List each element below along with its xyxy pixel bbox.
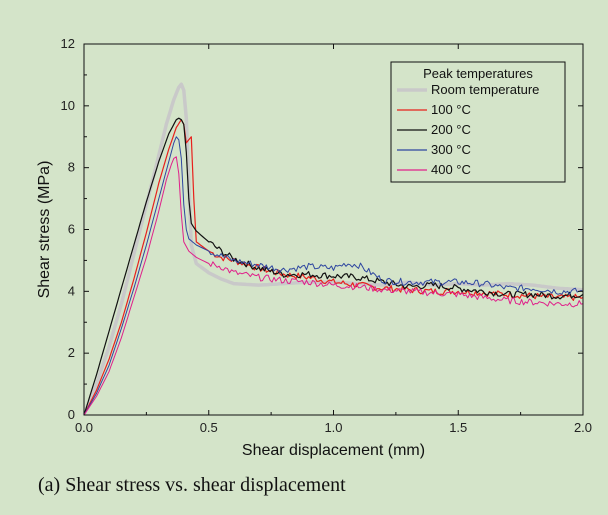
series-line-3 — [83, 136, 584, 416]
y-axis: 0 2 4 6 8 10 12 — [61, 36, 583, 422]
series-line-2 — [83, 117, 584, 416]
legend-label-1: 100 °C — [431, 102, 471, 117]
y-tick-label-0: 0 — [68, 407, 75, 422]
series-line-1 — [83, 119, 584, 416]
legend-box — [390, 61, 566, 183]
legend-title: Peak temperatures — [423, 66, 533, 81]
y-tick-label-6: 12 — [61, 36, 75, 51]
series-line-4 — [83, 156, 584, 416]
legend-label-2: 200 °C — [431, 122, 471, 137]
legend-label-3: 300 °C — [431, 142, 471, 157]
y-tick-label-5: 10 — [61, 98, 75, 113]
x-axis: 0.0 0.5 1.0 1.5 2.0 — [75, 44, 592, 435]
x-tick-label-1: 0.5 — [200, 420, 218, 435]
y-tick-label-1: 2 — [68, 345, 75, 360]
legend-entries: Room temperature 100 °C 200 °C 300 °C 400 °C — [397, 82, 539, 177]
x-tick-label-4: 2.0 — [574, 420, 592, 435]
y-tick-label-4: 8 — [68, 160, 75, 175]
x-tick-label-2: 1.0 — [324, 420, 342, 435]
plot-frame — [83, 43, 584, 416]
series-line-0 — [82, 82, 584, 416]
legend: Peak temperatures Room temperature 100 °C… — [390, 61, 566, 183]
x-tick-label-0: 0.0 — [75, 420, 93, 435]
plot-lines — [82, 82, 584, 416]
x-tick-label-3: 1.5 — [449, 420, 467, 435]
y-axis-title: Shear stress (MPa) — [36, 161, 53, 299]
y-tick-label-3: 6 — [68, 222, 75, 237]
figure-caption: (a) Shear stress vs. shear displacement — [38, 474, 346, 496]
legend-label-0: Room temperature — [431, 82, 539, 97]
x-axis-title: Shear displacement (mm) — [242, 442, 425, 459]
y-tick-label-2: 4 — [68, 283, 75, 298]
legend-label-4: 400 °C — [431, 162, 471, 177]
